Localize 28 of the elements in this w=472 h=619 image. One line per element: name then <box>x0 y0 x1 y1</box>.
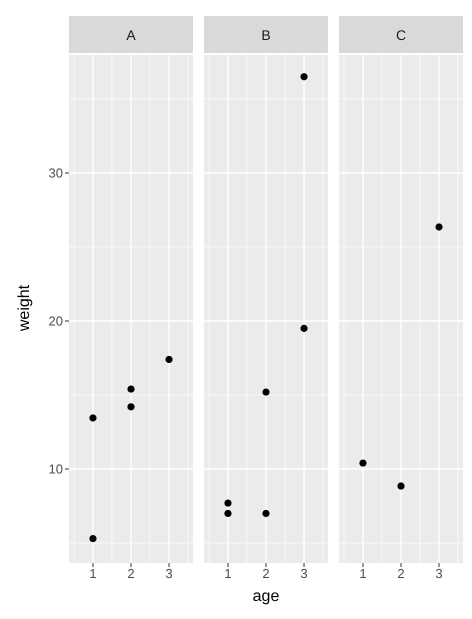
chart-title: C <box>339 16 463 53</box>
x-axis-title: age <box>252 588 280 606</box>
point <box>262 510 270 518</box>
chart-title: B <box>204 16 328 53</box>
point <box>224 510 232 518</box>
point <box>224 499 232 507</box>
chart-title: A <box>69 16 193 53</box>
x-tick-label: 2 <box>127 566 135 582</box>
x-tick-label: 1 <box>224 566 232 582</box>
y-tick-label: 30 <box>48 166 63 181</box>
point <box>165 356 173 364</box>
point <box>89 534 97 542</box>
point <box>127 403 135 410</box>
y-tick-label: 10 <box>48 462 63 477</box>
x-tick-label: 3 <box>435 566 443 582</box>
point <box>300 73 308 80</box>
x-tick-label: 3 <box>300 566 308 582</box>
x-tick-label: 1 <box>359 566 367 582</box>
y-axis-title: weight <box>16 284 34 334</box>
x-tick-label: 1 <box>89 566 97 582</box>
point <box>89 414 97 422</box>
x-tick-label: 3 <box>165 566 173 582</box>
y-tick-label: 20 <box>48 314 63 329</box>
x-tick-label: 2 <box>262 566 270 582</box>
point <box>300 324 308 332</box>
x-tick-label: 2 <box>397 566 405 582</box>
point <box>262 388 270 396</box>
point <box>127 385 135 393</box>
